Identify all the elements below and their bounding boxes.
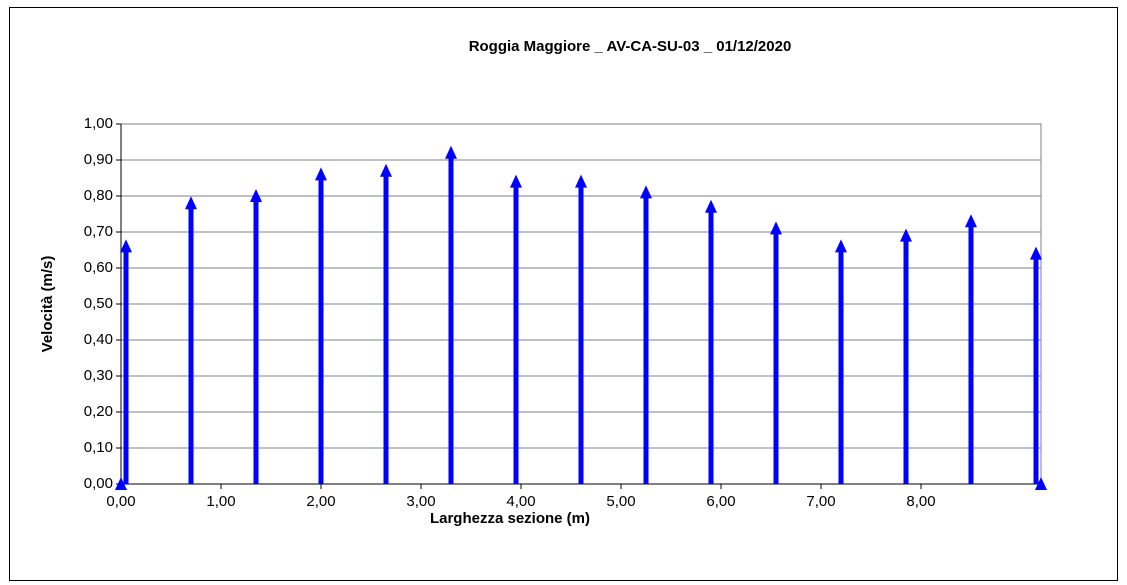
marker [770,221,782,235]
marker [900,228,912,242]
y-tick-label: 0,70 [84,223,113,240]
y-axis-label: Velocità (m/s) [39,256,56,353]
marker [510,174,522,188]
x-tick-label: 2,00 [306,493,335,510]
x-tick-label: 8,00 [906,493,935,510]
marker [115,477,127,490]
y-tick-label: 0,60 [84,259,113,276]
marker [835,239,847,253]
marker [445,145,457,159]
x-tick-label: 1,00 [206,493,235,510]
marker [380,163,392,177]
marker [705,199,717,213]
x-tick-label: 5,00 [606,493,635,510]
y-tick-label: 0,90 [84,151,113,168]
y-tick-label: 0,10 [84,439,113,456]
y-tick-label: 1,00 [84,115,113,132]
marker [1035,477,1047,490]
y-tick-label: 0,30 [84,367,113,384]
y-tick-label: 0,80 [84,187,113,204]
x-tick-label: 4,00 [506,493,535,510]
x-tick-label: 3,00 [406,493,435,510]
marker [575,174,587,188]
x-tick-label: 6,00 [706,493,735,510]
marker [640,185,652,199]
x-axis-label: Larghezza sezione (m) [430,510,590,527]
x-tick-label: 7,00 [806,493,835,510]
marker [120,239,132,253]
marker [1030,246,1042,260]
x-tick-label: 0,00 [106,493,135,510]
marker [250,189,262,202]
marker [315,167,327,181]
y-tick-label: 0,50 [84,295,113,312]
y-tick-label: 0,00 [84,475,113,492]
marker [185,196,197,210]
y-tick-label: 0,20 [84,403,113,420]
y-tick-label: 0,40 [84,331,113,348]
chart-title: Roggia Maggiore _ AV-CA-SU-03 _ 01/12/20… [469,38,792,55]
marker [965,214,977,228]
